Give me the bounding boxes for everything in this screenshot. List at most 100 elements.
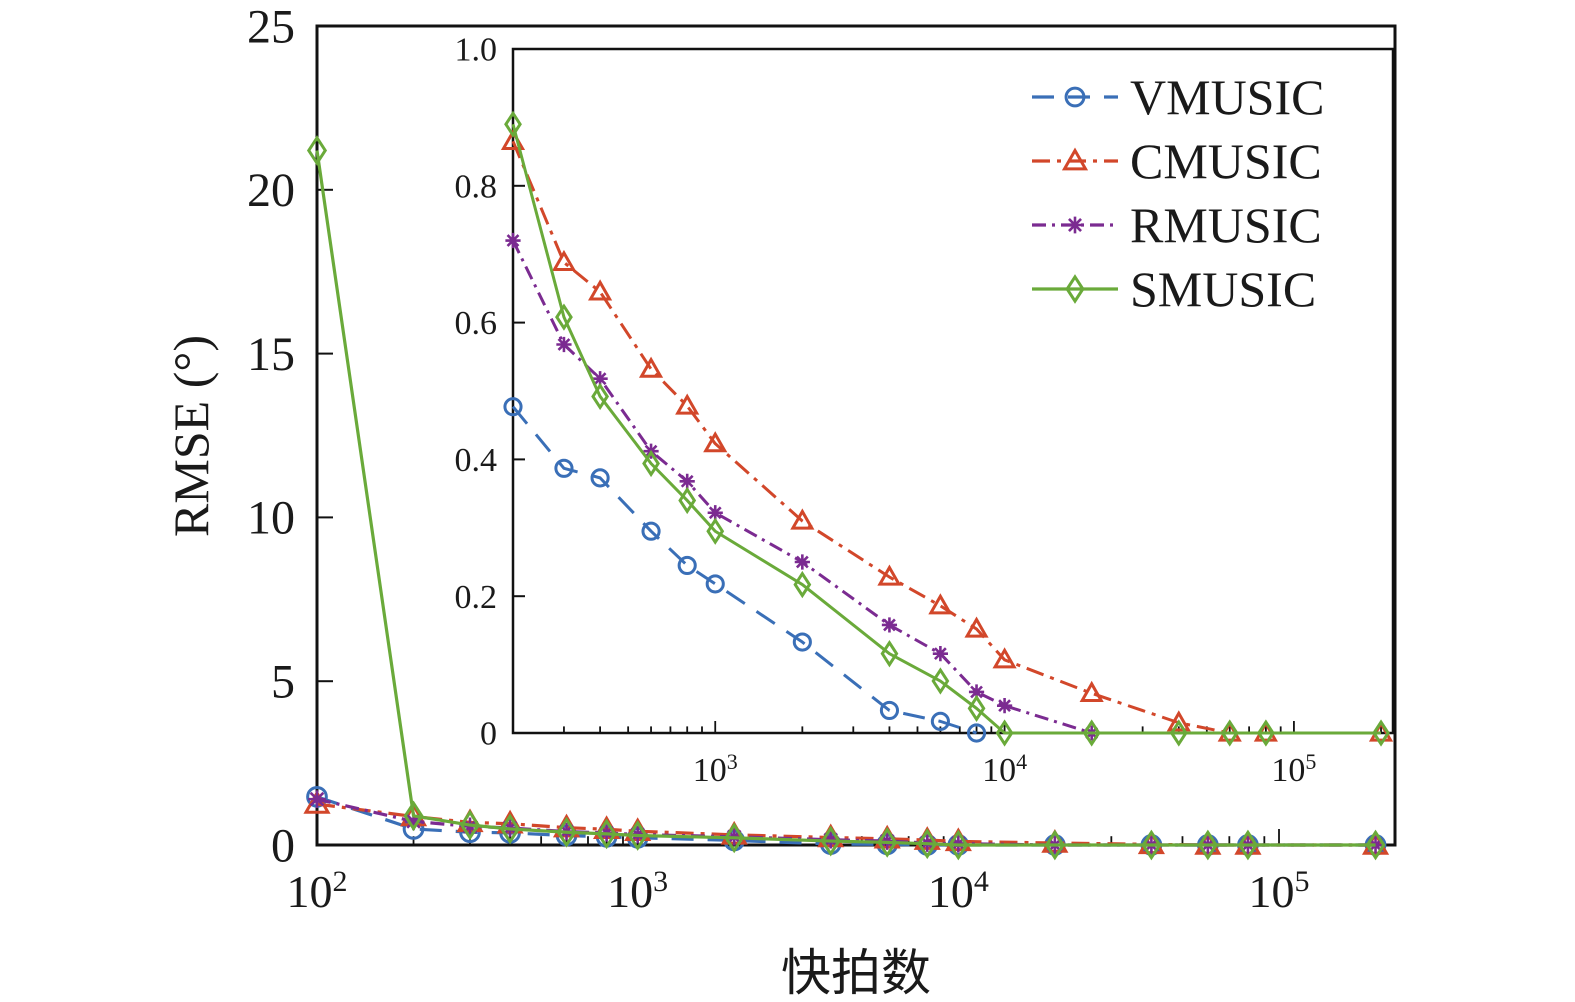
inset-point-smusic-9 bbox=[967, 694, 986, 723]
inset-y-tick-label-1-0: 1.0 bbox=[455, 32, 498, 69]
inset-point-smusic-1 bbox=[555, 303, 573, 331]
inset-point-smusic-6 bbox=[793, 570, 812, 599]
inset-series-vmusic bbox=[503, 397, 987, 743]
inset-point-smusic-13 bbox=[1220, 719, 1239, 747]
main-point-smusic-14 bbox=[1197, 829, 1218, 861]
main-point-smusic-2 bbox=[459, 809, 481, 841]
legend-marker-smusic bbox=[1065, 274, 1085, 304]
inset-point-smusic-10 bbox=[995, 719, 1014, 747]
inset-point-cmusic-4 bbox=[675, 393, 700, 415]
inset-point-cmusic-6 bbox=[790, 508, 815, 530]
inset-y-tick-label-0-2: 0.2 bbox=[455, 579, 498, 616]
inset-point-cmusic-8 bbox=[928, 593, 953, 615]
inset-point-rmusic-6 bbox=[794, 554, 810, 570]
inset-point-cmusic-10 bbox=[992, 647, 1017, 669]
inset-point-vmusic-2 bbox=[590, 468, 610, 488]
inset-point-smusic-3 bbox=[642, 449, 660, 478]
inset-point-vmusic-0 bbox=[503, 397, 523, 417]
legend-label-rmusic: RMUSIC bbox=[1130, 197, 1322, 253]
inset-series-line-smusic bbox=[511, 123, 1382, 735]
inset-x-tick-label-10-4: 104 bbox=[982, 749, 1027, 790]
main-point-smusic-8 bbox=[820, 825, 841, 857]
main-point-smusic-0 bbox=[306, 135, 328, 166]
inset-point-cmusic-1 bbox=[551, 249, 577, 272]
inset-point-rmusic-8 bbox=[932, 646, 948, 662]
inset-point-rmusic-1 bbox=[556, 336, 572, 353]
main-y-tick-label-25: 25 bbox=[247, 0, 295, 53]
main-series-smusic bbox=[306, 135, 1386, 861]
legend-marker-cmusic bbox=[1061, 147, 1089, 171]
inset-point-cmusic-2 bbox=[588, 279, 613, 301]
inset-point-cmusic-9 bbox=[964, 616, 989, 638]
inset-point-vmusic-6 bbox=[792, 632, 812, 652]
inset-background bbox=[513, 49, 1393, 733]
inset-point-rmusic-2 bbox=[592, 371, 608, 387]
inset-point-smusic-2 bbox=[591, 382, 610, 411]
main-plot: 0 5 10 15 20 25 102 103 104 105 快拍数 RMSE (°) bbox=[163, 0, 1397, 1001]
main-x-tick-label-10-5: 105 bbox=[1249, 865, 1310, 918]
inset-y-tick-label-0-6: 0.6 bbox=[455, 305, 498, 342]
legend-label-vmusic: VMUSIC bbox=[1130, 69, 1324, 125]
inset-series-line-cmusic bbox=[511, 140, 1382, 735]
inset-plot: 0 0.2 0.4 0.6 0.8 1.0 103 104 105 VMUSIC CMUSIC RMU… bbox=[455, 32, 1395, 790]
inset-point-rmusic-5 bbox=[707, 505, 723, 521]
main-point-smusic-6 bbox=[627, 820, 648, 851]
inset-point-smusic-4 bbox=[678, 486, 697, 515]
inset-point-cmusic-3 bbox=[638, 356, 664, 378]
legend-label-cmusic: CMUSIC bbox=[1130, 133, 1322, 189]
main-point-rmusic-0 bbox=[308, 790, 326, 808]
legend-marker-rmusic bbox=[1066, 216, 1084, 234]
inset-point-smusic-12 bbox=[1169, 719, 1188, 747]
main-point-smusic-5 bbox=[596, 818, 617, 850]
inset-x-tick-label-10-3: 103 bbox=[693, 749, 738, 790]
main-point-smusic-1 bbox=[403, 800, 424, 832]
main-y-tick-label-20: 20 bbox=[247, 164, 295, 217]
inset-y-tick-label-0-8: 0.8 bbox=[455, 168, 498, 205]
inset-point-smusic-11 bbox=[1082, 719, 1101, 747]
inset-x-tick-label-10-5: 105 bbox=[1271, 749, 1316, 790]
main-point-rmusic-1 bbox=[404, 812, 423, 831]
inset-point-smusic-14 bbox=[1256, 719, 1275, 747]
legend-label-smusic: SMUSIC bbox=[1130, 261, 1316, 317]
main-x-axis-label: 快拍数 bbox=[781, 945, 931, 1001]
main-point-smusic-13 bbox=[1141, 829, 1162, 861]
inset-point-vmusic-7 bbox=[879, 700, 900, 721]
inset-point-smusic-15 bbox=[1372, 719, 1390, 747]
inset-point-vmusic-5 bbox=[705, 574, 725, 594]
main-point-smusic-16 bbox=[1365, 829, 1386, 861]
legend-marker-vmusic bbox=[1064, 86, 1086, 108]
main-point-smusic-11 bbox=[948, 829, 969, 861]
inset-point-vmusic-3 bbox=[641, 521, 661, 541]
inset-y-tick-label-0: 0 bbox=[480, 716, 497, 753]
inset-point-cmusic-12 bbox=[1166, 710, 1191, 732]
inset-series-line-vmusic bbox=[511, 405, 977, 735]
inset-point-rmusic-9 bbox=[968, 684, 985, 700]
inset-point-rmusic-7 bbox=[881, 617, 898, 633]
main-y-tick-label-15: 15 bbox=[247, 328, 295, 381]
main-point-smusic-3 bbox=[500, 813, 521, 845]
main-point-smusic-12 bbox=[1044, 829, 1065, 861]
main-point-smusic-10 bbox=[917, 828, 938, 860]
inset-series-cmusic bbox=[500, 128, 1394, 742]
inset-series-line-rmusic bbox=[511, 239, 1093, 735]
inset-point-cmusic-5 bbox=[703, 431, 728, 453]
inset-series-smusic bbox=[504, 110, 1390, 747]
main-series-line-smusic bbox=[315, 150, 1376, 847]
inset-point-smusic-5 bbox=[706, 517, 725, 545]
inset-point-rmusic-10 bbox=[996, 698, 1013, 714]
main-y-tick-label-10: 10 bbox=[247, 492, 295, 545]
inset-point-smusic-0 bbox=[504, 110, 522, 138]
main-x-tick-label-10-4: 104 bbox=[928, 865, 989, 918]
main-x-tick-label-10-3: 103 bbox=[607, 865, 668, 918]
inset-point-vmusic-9 bbox=[966, 723, 987, 743]
inset-point-cmusic-7 bbox=[877, 564, 902, 586]
main-y-axis-label: RMSE (°) bbox=[163, 335, 219, 537]
inset-point-vmusic-8 bbox=[930, 711, 950, 731]
inset-point-vmusic-4 bbox=[677, 555, 697, 575]
inset-point-rmusic-4 bbox=[679, 473, 695, 489]
inset-point-smusic-7 bbox=[880, 639, 899, 668]
inset-y-tick-label-0-4: 0.4 bbox=[455, 442, 498, 479]
main-point-smusic-7 bbox=[724, 822, 745, 854]
